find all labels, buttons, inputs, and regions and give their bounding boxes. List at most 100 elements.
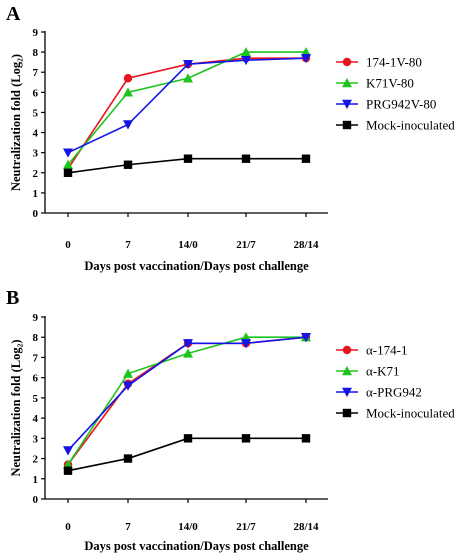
legend-label: K71V-80 [366, 76, 414, 91]
data-point [63, 159, 73, 169]
x-tick-label: 14/0 [178, 239, 198, 251]
x-tick-label: 21/7 [236, 521, 256, 533]
y-axis-title: Neutralization fold (Log₂) [9, 54, 23, 191]
y-tick-label: 4 [33, 413, 39, 425]
data-point [123, 87, 133, 97]
legend-item: α-PRG942 [336, 385, 422, 400]
y-tick-label: 5 [33, 107, 39, 119]
chart-panel-a: A 0 1 2 3 4 5 6 7 8 9 0 7 14/0 21/7 28/14 Days post vacc… [6, 3, 455, 273]
data-point [123, 160, 133, 169]
y-tick-label: 9 [33, 27, 39, 39]
data-point [183, 339, 193, 349]
series-3 [63, 333, 311, 456]
series-line [67, 51, 306, 166]
chart-panel-b: B 0 1 2 3 4 5 6 7 8 9 0 7 14/0 21/7 28/14 Days post vacc… [6, 287, 455, 553]
legend-marker [342, 345, 352, 355]
y-tick-label: 0 [33, 208, 39, 220]
legend-marker [342, 57, 352, 67]
x-tick-label: 28/14 [293, 239, 319, 251]
legend-marker [342, 408, 352, 418]
data-point [183, 154, 193, 163]
legend-item: PRG942V-80 [336, 97, 436, 112]
x-tick-label: 14/0 [178, 521, 198, 533]
data-point [123, 454, 133, 463]
series-line [67, 57, 307, 154]
series-4 [63, 434, 311, 475]
x-axis-title: Days post vaccination/Days post challeng… [84, 259, 309, 273]
y-tick-label: 2 [33, 168, 39, 180]
legend-item: Mock-inoculated [336, 406, 455, 421]
x-tick-label: 21/7 [236, 239, 256, 251]
y-tick-label: 2 [33, 454, 39, 466]
data-point [63, 466, 73, 475]
y-tick-label: 8 [33, 332, 39, 344]
legend: 174-1V-80 K71V-80 PRG942V-80 Mock-inoculate… [336, 55, 455, 133]
legend-item: α-K71 [336, 364, 400, 379]
x-tick-label: 0 [65, 239, 71, 251]
panel-label: B [6, 287, 19, 309]
y-tick-label: 8 [33, 47, 39, 59]
legend-item: Mock-inoculated [336, 118, 455, 133]
data-point [63, 148, 73, 158]
y-axis-title: Neutralization fold (Log₂) [9, 339, 23, 476]
legend-marker [342, 99, 352, 109]
legend-label: Mock-inoculated [366, 118, 455, 133]
y-tick-label: 9 [33, 312, 39, 324]
data-point [123, 381, 133, 391]
legend-label: 174-1V-80 [366, 55, 422, 70]
y-tick-label: 0 [33, 494, 39, 506]
y-tick-label: 4 [33, 128, 39, 140]
x-tick-label: 0 [65, 521, 71, 533]
x-axis-title: Days post vaccination/Days post challeng… [84, 539, 309, 553]
data-point [241, 154, 251, 163]
y-tick-label: 1 [33, 188, 39, 200]
data-point [301, 154, 311, 163]
legend-marker [342, 387, 352, 397]
data-point [241, 55, 251, 66]
series-3 [63, 53, 311, 158]
data-point [183, 73, 193, 83]
data-point [183, 348, 193, 358]
legend-label: α-PRG942 [366, 385, 422, 400]
y-tick-label: 3 [33, 148, 39, 160]
legend: α-174-1 α-K71 α-PRG942 Mock-inoculated [336, 343, 455, 421]
data-point [183, 59, 193, 70]
series-line [67, 57, 306, 170]
data-point [241, 339, 251, 349]
series-2 [63, 332, 311, 469]
y-tick-label: 1 [33, 474, 39, 486]
y-tick-label: 7 [33, 352, 39, 364]
y-tick-label: 5 [33, 393, 39, 405]
legend-item: α-174-1 [336, 343, 407, 358]
series-4 [63, 154, 311, 177]
data-point [123, 120, 133, 130]
x-tick-label: 7 [125, 521, 131, 533]
data-point [123, 368, 133, 378]
data-point [123, 74, 133, 83]
y-tick-label: 3 [33, 433, 39, 445]
legend-label: Mock-inoculated [366, 406, 455, 421]
data-point [183, 434, 193, 443]
legend-label: α-174-1 [366, 343, 407, 358]
legend-item: 174-1V-80 [336, 55, 422, 70]
x-tick-label: 7 [125, 239, 131, 251]
legend-marker [342, 78, 352, 88]
legend-marker [342, 120, 352, 130]
legend-marker [342, 366, 352, 376]
panel-label: A [6, 3, 21, 25]
data-point [301, 53, 311, 64]
y-tick-label: 6 [33, 87, 39, 99]
data-point [301, 333, 311, 343]
data-point [63, 168, 73, 177]
data-point [241, 434, 251, 443]
legend-label: PRG942V-80 [366, 97, 436, 112]
series-line [67, 437, 306, 472]
y-tick-label: 6 [33, 373, 39, 385]
legend-item: K71V-80 [336, 76, 414, 91]
data-point [301, 434, 311, 443]
data-point [63, 446, 73, 456]
x-tick-label: 28/14 [293, 521, 319, 533]
y-tick-label: 7 [33, 67, 39, 79]
data-point [241, 47, 251, 57]
